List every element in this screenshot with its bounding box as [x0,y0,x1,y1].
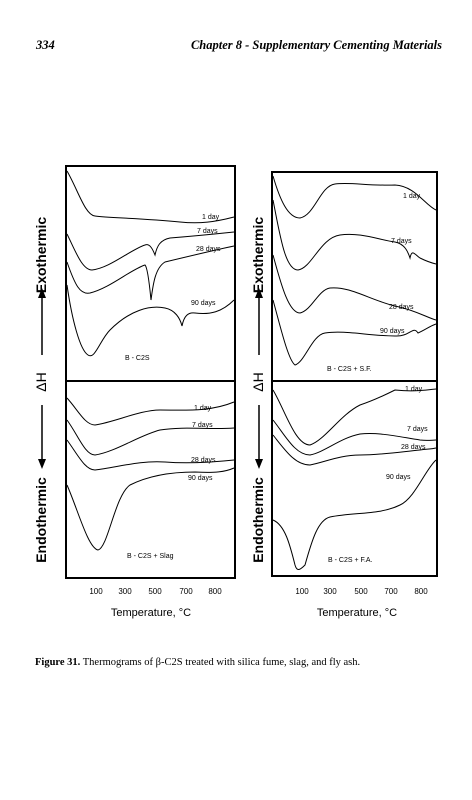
curve-bl-1day [66,397,235,426]
curve-label: 7 days [391,238,412,245]
y-label-exothermic-right: Exothermic [250,217,266,293]
page-number: 334 [36,38,55,52]
curve-label: 90 days [380,328,405,335]
curve-tl-7days [66,231,235,271]
panel-title: B - C2S [125,355,150,362]
curve-tr-7days [272,199,437,271]
y-label-endothermic-left: Endothermic [33,477,49,563]
figure-caption-label: Figure 31. [35,657,81,668]
figure-caption-text: Thermograms of β-C2S treated with silica… [80,657,361,668]
x-tick-label: 800 [414,587,428,596]
x-tick-label: 100 [89,587,103,596]
curve-label: 28 days [389,304,414,311]
left-plot-frame [65,165,236,579]
x-tick-label: 800 [208,587,222,596]
x-tick-label: 300 [118,587,132,596]
curve-label: 90 days [191,300,216,307]
curve-bl-28days [66,439,235,471]
curve-label: 7 days [192,422,213,429]
curve-tl-1day [66,170,235,224]
curve-br-7days [272,419,437,456]
curve-bl-7days [66,419,235,456]
y-label-delta-h-right: ΔH [250,372,266,391]
x-tick-label: 700 [179,587,193,596]
arrow-up-icon [255,288,263,298]
curve-tl-90days [66,284,235,357]
curve-label: 90 days [386,474,411,481]
right-y-axis-annotation: Exothermic ΔH Endothermic [250,217,266,563]
curve-tr-1day [272,175,437,219]
curve-label: 1 day [202,214,220,221]
x-tick-label: 100 [295,587,309,596]
panel-title: B - C2S + F.A. [328,557,373,564]
curve-tr-28days [272,254,437,321]
y-label-delta-h-left: ΔH [33,372,49,391]
panel-title: B - C2S + S.F. [327,366,372,373]
curve-label: 1 day [405,386,423,393]
curve-label: 28 days [401,444,426,451]
curve-label: 7 days [197,228,218,235]
curve-label: 7 days [407,426,428,433]
curve-tl-28days [66,245,235,301]
curve-label: 28 days [196,246,221,253]
curve-bl-90days [66,467,235,551]
arrow-up-icon [38,288,46,298]
y-label-endothermic-right: Endothermic [250,477,266,563]
arrow-down-icon [38,459,46,469]
chapter-title: Chapter 8 - Supplementary Cementing Mate… [190,38,442,52]
x-tick-label: 300 [323,587,337,596]
curve-br-90days [272,459,437,570]
left-y-axis-annotation: Exothermic ΔH Endothermic [33,217,49,563]
curve-label: 1 day [194,405,212,412]
curve-br-28days [272,434,437,466]
y-label-exothermic-left: Exothermic [33,217,49,293]
x-axis-title-left: Temperature, °C [111,607,191,619]
arrow-down-icon [255,459,263,469]
curve-tr-90days [272,299,437,366]
curve-label: 1 day [403,193,421,200]
x-tick-label: 500 [354,587,368,596]
right-plot-frame [271,171,438,577]
x-tick-label: 700 [384,587,398,596]
x-tick-label: 500 [148,587,162,596]
figure-caption: Figure 31. Thermograms of β-C2S treated … [35,657,360,668]
curve-label: 28 days [191,457,216,464]
curve-label: 90 days [188,475,213,482]
curve-br-1day [272,388,437,446]
panel-title: B - C2S + Slag [127,553,174,560]
x-axis-title-right: Temperature, °C [317,607,397,619]
